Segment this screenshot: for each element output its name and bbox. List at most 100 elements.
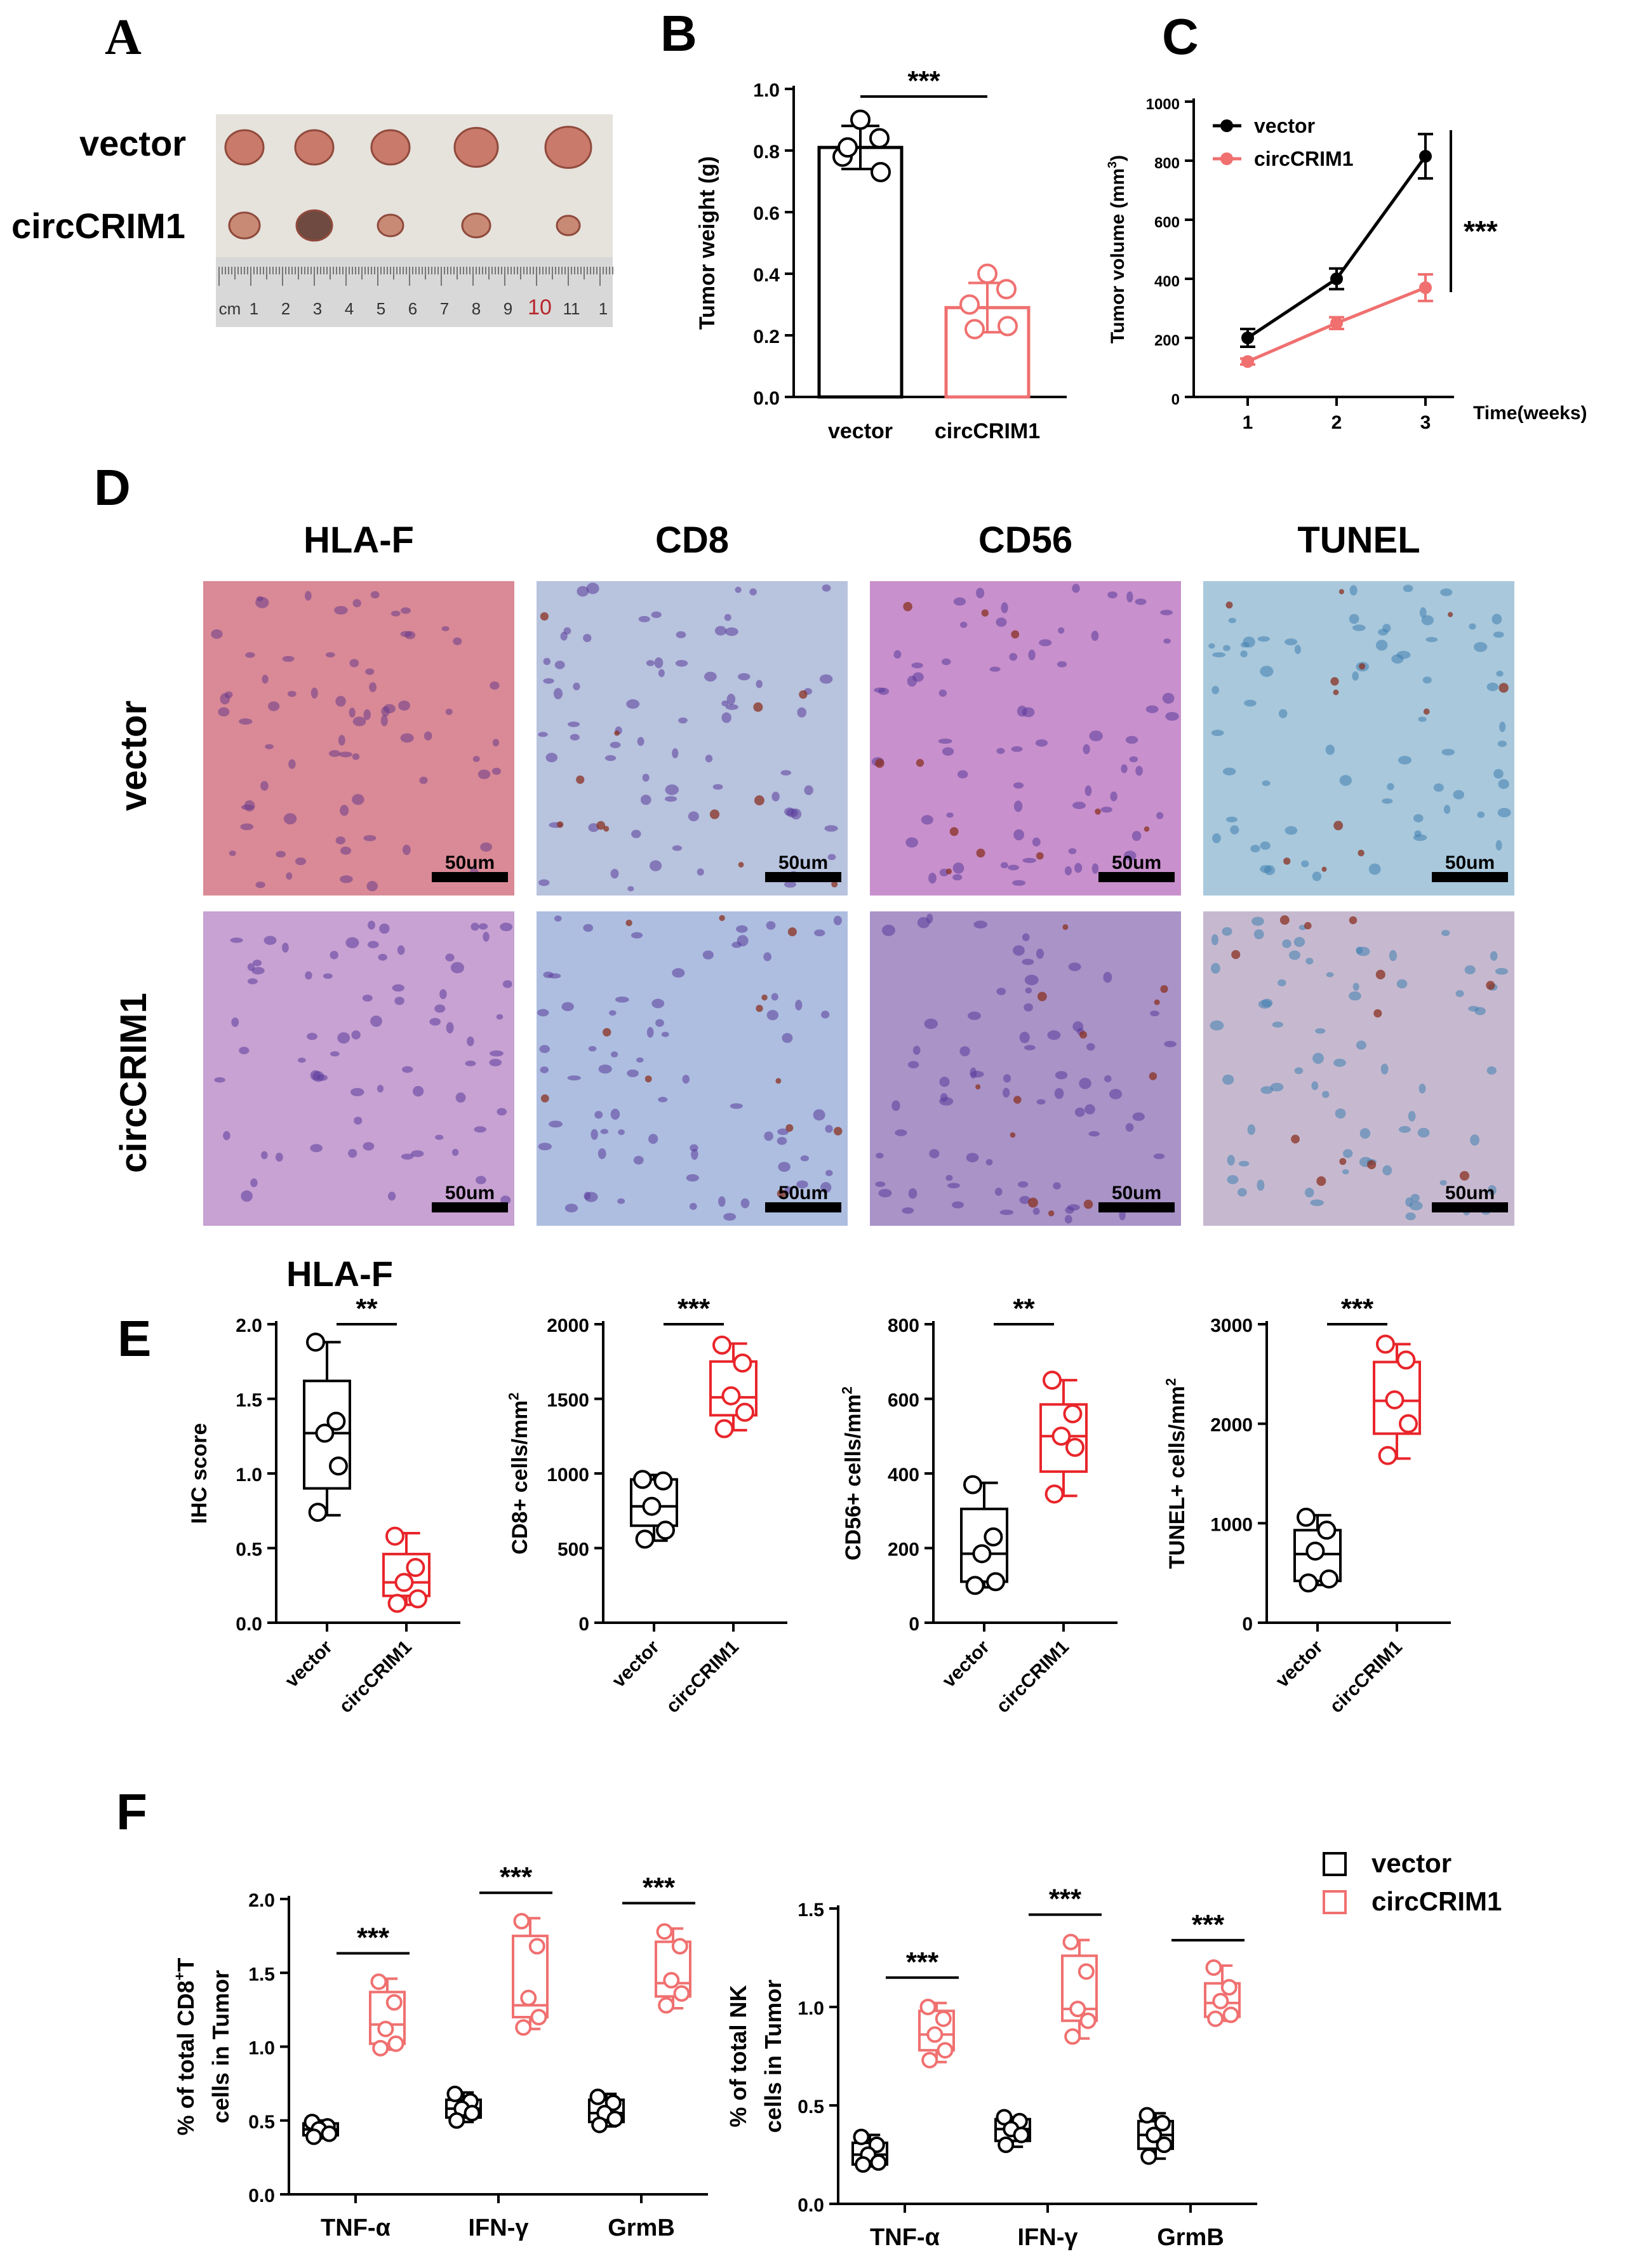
data-point	[712, 1335, 731, 1355]
y-tick-label: 3000	[1210, 1315, 1253, 1336]
cell-nucleus	[1356, 946, 1363, 954]
cell-nucleus	[827, 854, 836, 861]
cell-nucleus	[378, 953, 387, 961]
cell-nucleus	[1262, 780, 1271, 786]
y-tick-label: 2000	[547, 1315, 589, 1336]
panel-letter-f: F	[116, 1783, 147, 1840]
data-point	[1207, 2010, 1224, 2027]
cell-nucleus	[496, 1014, 504, 1020]
cell-nucleus	[893, 650, 902, 659]
cell-nucleus	[1359, 1128, 1371, 1139]
cell-nucleus	[1072, 802, 1086, 809]
data-point	[326, 1411, 346, 1431]
data-point	[921, 2051, 938, 2069]
cell-nucleus	[777, 1137, 787, 1145]
cell-nucleus	[973, 920, 987, 929]
positive-stain	[1160, 985, 1168, 993]
cell-nucleus	[878, 1189, 892, 1198]
cell-nucleus	[704, 671, 717, 682]
data-point	[986, 1572, 1005, 1592]
data-point	[446, 2085, 464, 2102]
positive-stain	[831, 881, 838, 888]
cell-nucleus	[1342, 1169, 1349, 1175]
data-point	[642, 1496, 662, 1516]
cell-nucleus	[264, 936, 277, 945]
cell-nucleus	[1000, 862, 1008, 869]
cell-nucleus	[1349, 614, 1359, 624]
cell-nucleus	[1285, 826, 1298, 835]
cell-nucleus	[609, 1010, 617, 1016]
cell-nucleus	[959, 621, 968, 628]
cell-nucleus	[1282, 939, 1291, 948]
cell-nucleus	[1053, 1182, 1061, 1190]
x-category-label: IFN-γ	[1018, 2224, 1078, 2251]
cell-nucleus	[220, 693, 230, 705]
cell-nucleus	[1470, 1134, 1480, 1146]
cell-nucleus	[1389, 949, 1398, 962]
cell-nucleus	[588, 1045, 597, 1052]
cell-nucleus	[597, 1148, 606, 1159]
cell-nucleus	[814, 929, 825, 937]
cell-nucleus	[651, 611, 662, 619]
cell-nucleus	[1499, 721, 1506, 732]
ihc-image	[870, 911, 1181, 1226]
cell-nucleus	[766, 1010, 779, 1021]
cell-nucleus	[1382, 1165, 1392, 1176]
cell-nucleus	[330, 1051, 340, 1057]
cell-nucleus	[1488, 1184, 1497, 1195]
cell-nucleus	[363, 709, 371, 720]
cell-nucleus	[340, 847, 351, 855]
cell-nucleus	[1109, 1089, 1123, 1099]
cell-nucleus	[1028, 649, 1036, 661]
cell-nucleus	[655, 1019, 664, 1027]
cell-nucleus	[725, 704, 738, 710]
cell-nucleus	[1301, 860, 1309, 868]
ruler-label: 8	[472, 299, 481, 318]
box-iqr	[1061, 1954, 1098, 2022]
cell-nucleus	[1477, 811, 1485, 819]
cell-nucleus	[1068, 848, 1077, 854]
cell-nucleus	[1343, 1149, 1353, 1158]
cell-nucleus	[1011, 746, 1023, 752]
cell-nucleus	[764, 1131, 773, 1141]
positive-stain	[557, 821, 564, 828]
cell-nucleus	[1243, 636, 1255, 648]
cell-nucleus	[480, 842, 493, 852]
y-tick-label: 1.0	[753, 80, 780, 101]
cell-nucleus	[1237, 1188, 1247, 1197]
cell-nucleus	[929, 1149, 940, 1158]
data-point	[606, 2110, 624, 2128]
cell-nucleus	[1129, 756, 1138, 763]
cell-nucleus	[1497, 807, 1511, 817]
cell-nucleus	[1211, 963, 1220, 974]
positive-stain	[1498, 683, 1509, 693]
data-point	[1044, 1484, 1064, 1504]
legend-label: circCRIM1	[1254, 147, 1354, 170]
cell-nucleus	[952, 862, 964, 874]
data-point	[1064, 2028, 1081, 2045]
cell-nucleus	[223, 1131, 230, 1141]
ruler-label: cm	[219, 299, 241, 318]
cell-nucleus	[538, 879, 550, 886]
scale-bar	[765, 1202, 841, 1212]
cell-nucleus	[1493, 631, 1504, 638]
cell-nucleus	[1349, 991, 1361, 1001]
cell-nucleus	[214, 1077, 225, 1083]
cell-nucleus	[1486, 682, 1498, 692]
y-tick-label: 0	[1242, 1614, 1253, 1635]
positive-stain	[753, 702, 763, 712]
data-point	[448, 2112, 465, 2129]
cell-nucleus	[305, 971, 312, 980]
cell-nucleus	[1304, 1188, 1314, 1198]
cell-nucleus	[1212, 833, 1221, 843]
data-point	[1378, 1446, 1398, 1465]
x-category-label: IFN-γ	[469, 2215, 529, 2241]
data-point	[308, 1503, 328, 1522]
cell-nucleus	[1013, 945, 1025, 956]
cell-nucleus	[500, 1195, 511, 1205]
cell-nucleus	[472, 756, 480, 762]
data-point	[663, 1971, 680, 1989]
positive-stain	[1010, 1132, 1016, 1138]
data-point	[329, 1456, 348, 1476]
cell-nucleus	[1163, 638, 1171, 644]
